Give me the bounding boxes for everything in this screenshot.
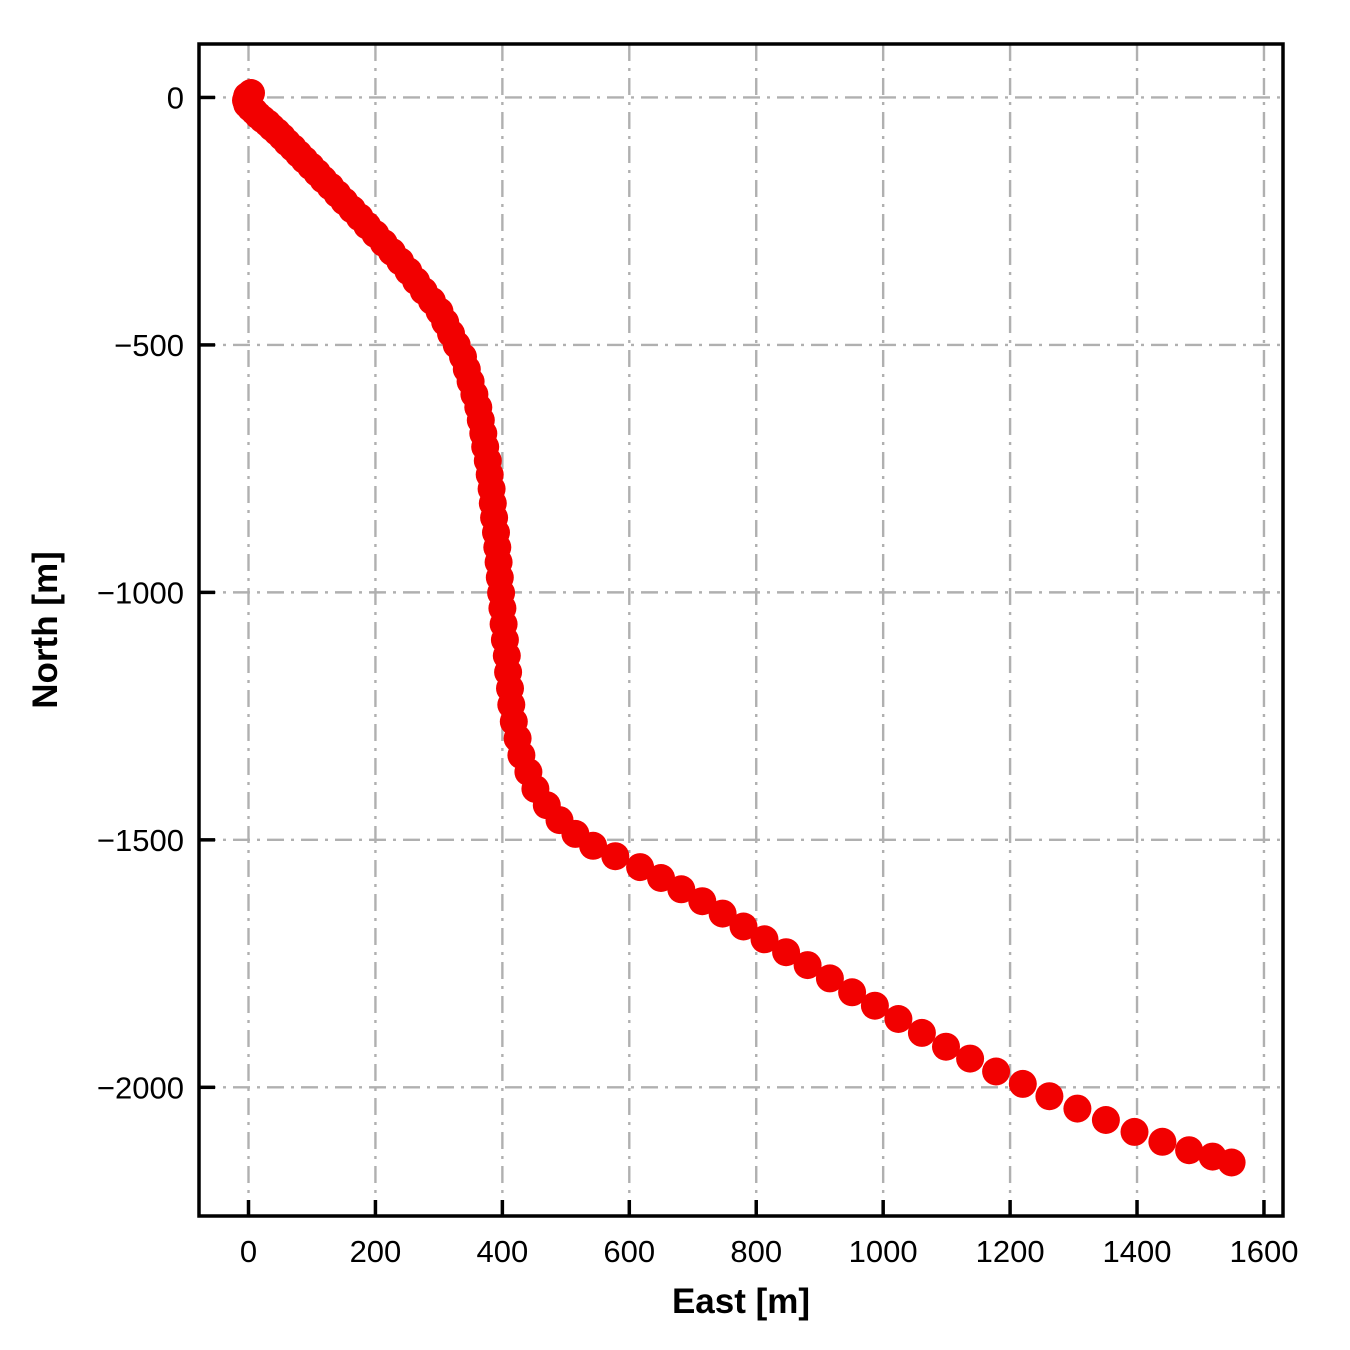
data-point xyxy=(729,912,758,941)
y-tick-label: −1000 xyxy=(97,575,184,610)
data-point xyxy=(601,842,630,871)
axes xyxy=(197,42,1285,1218)
x-tick-label: 600 xyxy=(603,1234,655,1269)
trajectory-points xyxy=(232,79,1246,1177)
data-point xyxy=(1008,1069,1037,1098)
y-tick-label: 0 xyxy=(167,80,184,115)
data-point xyxy=(1091,1106,1120,1134)
data-point xyxy=(750,925,779,954)
x-tick-label: 1600 xyxy=(1229,1234,1298,1269)
plot-border xyxy=(197,42,1285,1218)
data-point xyxy=(1035,1082,1064,1111)
x-tick-label: 1400 xyxy=(1103,1234,1172,1269)
data-point xyxy=(688,887,717,916)
data-point xyxy=(907,1018,936,1047)
data-point xyxy=(956,1044,985,1073)
data-point xyxy=(772,938,801,967)
data-point xyxy=(793,951,822,980)
y-tick-label: −500 xyxy=(114,328,184,363)
x-tick-label: 800 xyxy=(730,1234,782,1269)
data-point xyxy=(1175,1136,1204,1165)
data-point xyxy=(932,1032,960,1061)
data-point xyxy=(708,899,737,928)
data-point xyxy=(1217,1148,1246,1177)
x-tick-label: 1200 xyxy=(976,1234,1045,1269)
x-tick-label: 400 xyxy=(477,1234,529,1269)
data-point xyxy=(982,1057,1011,1086)
data-point xyxy=(815,964,844,993)
data-point xyxy=(838,978,867,1007)
data-point xyxy=(626,853,655,882)
x-tick-label: 1000 xyxy=(849,1234,918,1269)
data-point xyxy=(860,991,889,1020)
tick-labels: 0 200 400 600 800 1000 1200 1400 1600 0 −500 −1000 −… xyxy=(97,80,1299,1269)
y-axis-label: North [m] xyxy=(26,551,65,708)
data-point xyxy=(884,1005,913,1033)
data-point xyxy=(667,875,696,904)
data-point xyxy=(1063,1094,1092,1123)
data-point xyxy=(1120,1117,1149,1146)
x-tick-label: 200 xyxy=(350,1234,402,1269)
x-tick-label: 0 xyxy=(240,1234,257,1269)
y-tick-label: −1500 xyxy=(97,823,184,858)
data-point xyxy=(1148,1127,1177,1156)
y-tick-label: −2000 xyxy=(97,1070,184,1105)
x-axis-label: East [m] xyxy=(672,1282,810,1321)
data-point xyxy=(579,831,608,860)
